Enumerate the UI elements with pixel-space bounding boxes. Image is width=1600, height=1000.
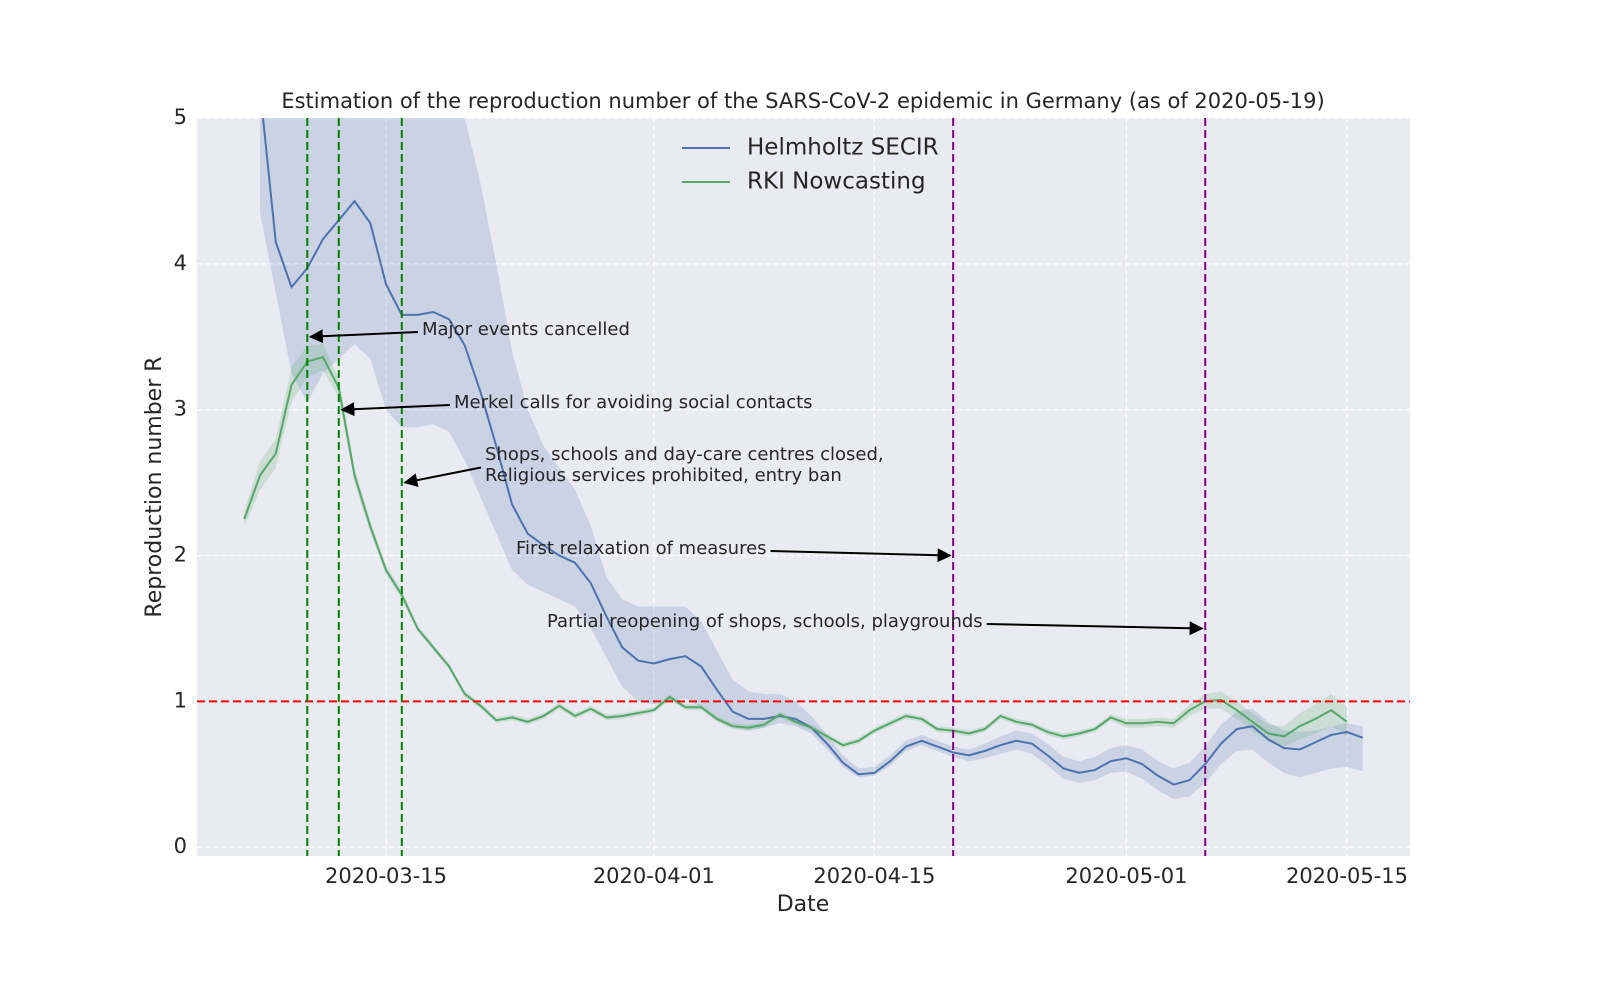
annotation-text: Major events cancelled	[422, 319, 630, 340]
annotation-arrow	[308, 329, 419, 344]
legend-label: RKI Nowcasting	[747, 169, 926, 195]
plot-background	[197, 118, 1410, 856]
y-tick-label: 0	[174, 834, 187, 858]
annotation-arrow	[340, 402, 451, 417]
y-tick-label: 2	[174, 543, 187, 567]
y-axis-label: Reproduction number R	[142, 356, 167, 617]
series-line	[243, 356, 1348, 747]
annotation-text: First relaxation of measures	[516, 538, 767, 559]
x-axis-label: Date	[777, 892, 830, 917]
x-tick-label: 2020-03-15	[325, 864, 447, 888]
confidence-band	[244, 344, 1347, 749]
x-tick-label: 2020-05-15	[1286, 864, 1408, 888]
y-tick-label: 1	[174, 688, 187, 712]
overlay: Major events cancelled Merkel calls for a…	[197, 118, 1410, 856]
x-tick-label: 2020-04-01	[593, 864, 715, 888]
annotation-arrow	[986, 621, 1204, 636]
x-tick-label: 2020-04-15	[813, 864, 935, 888]
y-tick-label: 4	[174, 251, 187, 275]
plot-area	[243, 118, 1364, 800]
y-tick-label: 5	[174, 105, 187, 129]
annotation-arrow	[770, 548, 952, 563]
annotation-text: Merkel calls for avoiding social contact…	[454, 392, 813, 413]
chart-title: Estimation of the reproduction number of…	[281, 89, 1324, 113]
annotation-arrow	[403, 466, 482, 488]
confidence-band	[260, 118, 1363, 800]
y-tick-label: 3	[174, 397, 187, 421]
x-tick-label: 2020-05-01	[1065, 864, 1187, 888]
annotation-text: Shops, schools and day-care centres clos…	[485, 444, 884, 465]
annotation-text: Religious services prohibited, entry ban	[485, 465, 842, 486]
annotation-text: Partial reopening of shops, schools, pla…	[547, 611, 983, 632]
legend-label: Helmholtz SECIR	[747, 135, 939, 161]
